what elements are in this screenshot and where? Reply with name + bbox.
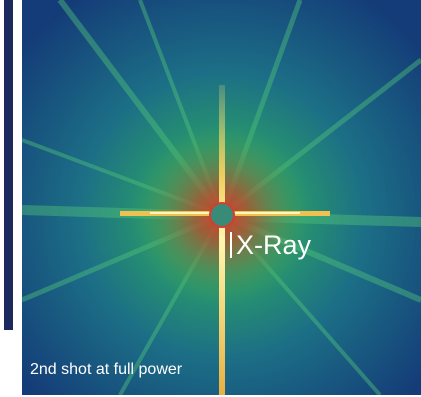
overlay-title: X-Ray xyxy=(236,230,312,260)
screenshot: X-Ray 2nd shot at full power xyxy=(0,0,421,397)
xray-image xyxy=(22,0,421,395)
side-bar xyxy=(4,0,13,330)
beam-stop xyxy=(210,203,234,227)
vertical-streak xyxy=(219,85,225,395)
caption: 2nd shot at full power xyxy=(30,361,183,378)
